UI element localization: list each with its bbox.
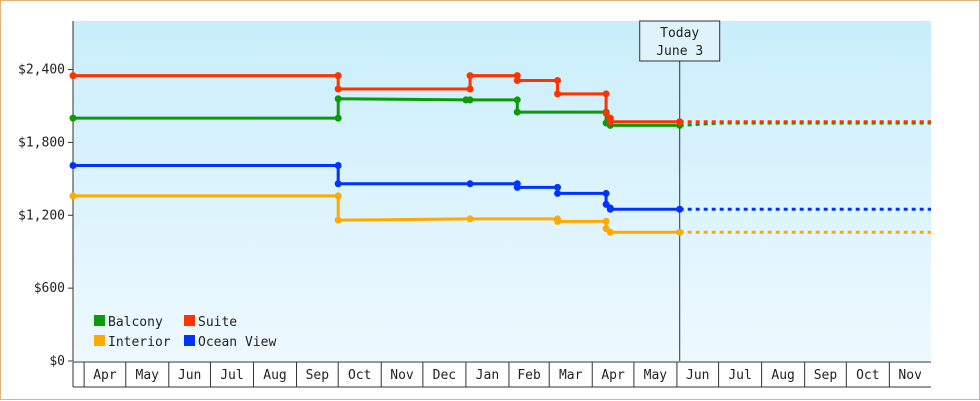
y-tick-label: $0 [49, 354, 65, 369]
data-point [466, 215, 474, 223]
legend-item-ocean-view: Ocean View [184, 335, 276, 350]
month-label-jul: Jul [220, 368, 243, 383]
data-point [334, 85, 342, 93]
data-point [513, 72, 521, 80]
data-point [334, 95, 342, 103]
data-point [466, 72, 474, 80]
data-point [606, 205, 614, 213]
month-label-jun: Jun [686, 368, 709, 383]
data-point [676, 228, 684, 236]
series-layer [69, 72, 931, 236]
data-point [554, 189, 562, 197]
data-point [554, 90, 562, 98]
legend-item-balcony: Balcony [94, 315, 163, 330]
data-point [602, 90, 610, 98]
month-label-jul: Jul [728, 368, 751, 383]
data-point [513, 77, 521, 84]
data-point [466, 96, 474, 104]
month-label-apr: Apr [601, 368, 625, 383]
data-point [466, 85, 474, 93]
data-point [676, 118, 684, 126]
data-point [602, 217, 610, 225]
data-point [334, 180, 342, 188]
y-tick-label: $2,400 [18, 63, 65, 78]
data-point [606, 228, 614, 236]
data-point [554, 217, 562, 225]
x-axis: Apr May Jun Jul Aug Sep Oct Nov Dec Jan Feb Mar Apr M… [72, 361, 931, 388]
today-box [639, 20, 721, 62]
y-tick-label: $1,200 [18, 208, 65, 223]
data-point [602, 189, 610, 197]
month-label-feb: Feb [517, 368, 541, 383]
data-point [466, 180, 474, 188]
data-point [676, 205, 684, 213]
data-point [69, 162, 77, 169]
month-label-mar: Mar [559, 368, 583, 383]
data-point [69, 72, 77, 80]
month-label-sep: Sep [306, 368, 330, 383]
month-label-nov: Nov [390, 368, 414, 383]
series-interior [69, 192, 931, 236]
month-label-oct: Oct [348, 368, 371, 383]
legend-label: Balcony [108, 315, 163, 330]
month-label-apr: Apr [93, 368, 117, 383]
data-point [554, 183, 562, 191]
y-axis: $0 $600 $1,200 $1,800 $2,400 [18, 21, 74, 369]
month-label-oct: Oct [856, 368, 879, 383]
data-point [334, 114, 342, 122]
legend-item-suite: Suite [184, 315, 237, 330]
month-label-sep: Sep [814, 368, 838, 383]
month-label-may: May [136, 368, 160, 383]
month-label-aug: Aug [771, 368, 794, 383]
data-point [334, 216, 342, 224]
data-point [554, 77, 562, 84]
month-label-aug: Aug [263, 368, 286, 383]
legend: Balcony Suite Interior Ocean View [94, 315, 276, 350]
legend-swatch [94, 315, 105, 326]
data-point [513, 183, 521, 191]
today-label: Today [660, 26, 699, 41]
series-ocean-view [69, 162, 931, 213]
today-date: June 3 [656, 44, 703, 59]
series-suite [69, 72, 931, 126]
legend-label: Suite [198, 315, 237, 330]
month-label-dec: Dec [433, 368, 456, 383]
y-tick-label: $600 [34, 281, 65, 296]
legend-label: Interior [108, 335, 171, 350]
month-label-jan: Jan [476, 368, 499, 383]
data-point [606, 118, 614, 126]
data-point [334, 162, 342, 169]
legend-label: Ocean View [198, 335, 276, 350]
month-label-may: May [644, 368, 668, 383]
legend-item-interior: Interior [94, 335, 171, 350]
month-label-jun: Jun [178, 368, 201, 383]
data-point [513, 108, 521, 116]
data-point [69, 114, 77, 122]
data-point [334, 192, 342, 200]
legend-swatch [94, 335, 105, 346]
legend-swatch [184, 315, 195, 326]
y-tick-label: $1,800 [18, 135, 65, 150]
data-point [334, 72, 342, 80]
month-label-nov: Nov [898, 368, 922, 383]
data-point [69, 192, 77, 200]
legend-swatch [184, 335, 195, 346]
data-point [513, 96, 521, 104]
data-point [602, 109, 610, 117]
plot-background [73, 21, 931, 361]
